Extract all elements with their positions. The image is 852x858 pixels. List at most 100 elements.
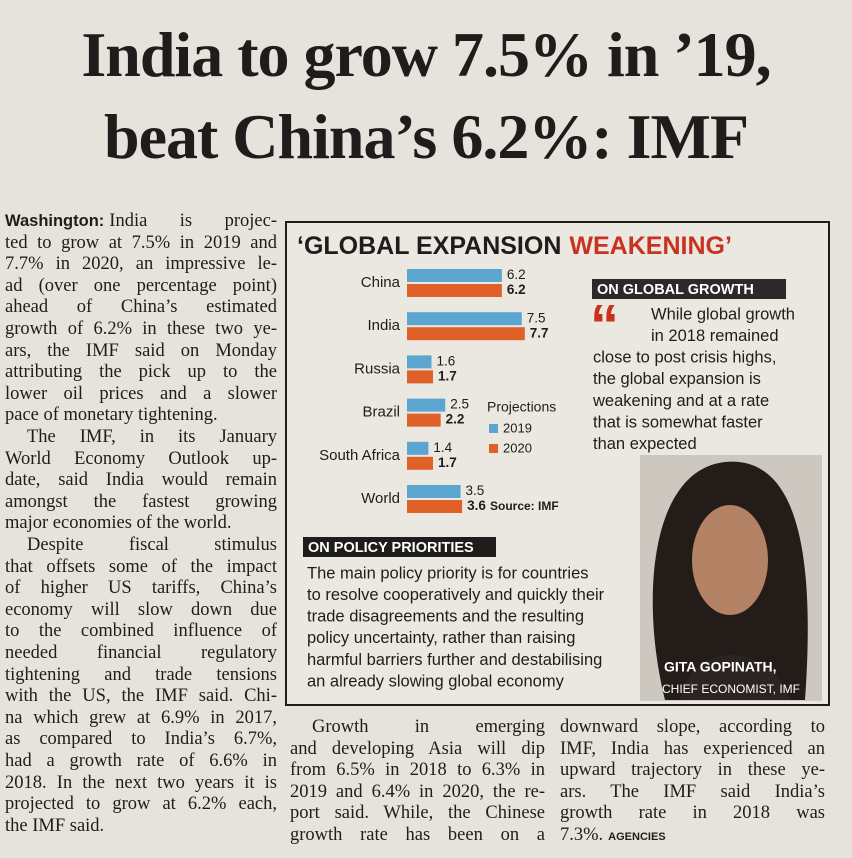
article-text: as compared to India’s 6.7%, bbox=[5, 729, 277, 750]
article-line: The IMF, in its January bbox=[27, 427, 277, 448]
quote-line: in 2018 remained bbox=[651, 327, 779, 345]
article-line: growth rate in 2018 was bbox=[560, 803, 825, 824]
article-text: upward trajectory in these ye- bbox=[560, 760, 825, 780]
article-line: 2018. In the next two years it is bbox=[5, 773, 277, 794]
article-line: 7.7% in 2020, an impressive le- bbox=[5, 254, 277, 275]
article-text: needed financial regulatory bbox=[5, 643, 277, 663]
headline: India to grow 7.5% in ’19, bbox=[81, 19, 771, 90]
article-line: had a growth rate of 6.6% in bbox=[5, 751, 277, 772]
bar bbox=[407, 398, 446, 412]
article-text: projected to grow at 6.2% each, bbox=[5, 794, 277, 815]
article-text: ted to grow at 7.5% in 2019 and bbox=[5, 232, 277, 253]
graphic-title: ‘GLOBAL EXPANSION WEAKENING’ bbox=[297, 232, 732, 260]
value-label: 7.5 bbox=[527, 310, 546, 325]
legend-label: 2019 bbox=[503, 420, 532, 435]
article-line: ad (over one percentage point) bbox=[5, 276, 277, 297]
category-label: China bbox=[361, 274, 401, 291]
bar bbox=[407, 370, 434, 384]
policy-line: policy uncertainty, rather than raising bbox=[307, 629, 575, 647]
article-text: with the US, the IMF said. Chi- bbox=[5, 686, 277, 707]
article-text: port said. While, the Chinese bbox=[290, 803, 545, 823]
headline: beat China’s 6.2%: IMF bbox=[103, 101, 749, 172]
article-text: pace of monetary tightening. bbox=[5, 405, 218, 426]
quote-heading-bg bbox=[592, 279, 786, 299]
article-line: na which grew at 6.9% in 2017, bbox=[5, 708, 277, 729]
value-label: 3.5 bbox=[466, 483, 485, 498]
article-text: The IMF, in its January bbox=[27, 427, 277, 447]
value-label: 6.2 bbox=[507, 282, 526, 297]
article-text: 7.7% in 2020, an impressive le- bbox=[5, 254, 277, 275]
article-text: economy will slow down due bbox=[5, 599, 277, 620]
value-label: 2.5 bbox=[450, 397, 469, 412]
article-text: Growth in emerging bbox=[312, 717, 545, 737]
bar bbox=[407, 456, 434, 470]
article-line: ars, the IMF said on Monday bbox=[5, 341, 277, 362]
article-line: from 6.5% in 2018 to 6.3% in bbox=[290, 760, 545, 781]
legend-title: Projections bbox=[487, 399, 556, 415]
article-text: growth rate in 2018 was bbox=[560, 803, 825, 823]
bar bbox=[407, 500, 463, 513]
article-text: lower oil prices and a slower bbox=[5, 383, 277, 404]
article-text: amongst the fastest growing bbox=[5, 491, 277, 512]
article-line: Despite fiscal stimulus bbox=[27, 535, 277, 556]
title-highlight: WEAKENING’ bbox=[569, 232, 732, 260]
article-line: to the combined influence of bbox=[5, 621, 277, 642]
article-line: 2019 and 6.4% in 2020, the re- bbox=[290, 782, 545, 803]
value-label: 1.7 bbox=[438, 368, 457, 383]
category-label: Brazil bbox=[362, 404, 400, 421]
article-line: major economies of the world. bbox=[5, 513, 277, 534]
article-text: the IMF said. bbox=[5, 815, 105, 836]
policy-line: The main policy priority is for countrie… bbox=[307, 564, 589, 582]
face bbox=[692, 505, 768, 615]
article-line: tightening and trade tensions bbox=[5, 665, 277, 686]
article-line: growth of 6.2% in these two ye- bbox=[5, 319, 277, 340]
article-line: ahead of China’s estimated bbox=[5, 297, 277, 318]
article-line: Washington: India is projec- bbox=[5, 211, 277, 232]
quote-heading: ON GLOBAL GROWTH bbox=[597, 282, 754, 298]
article-line: economy will slow down due bbox=[5, 600, 277, 621]
article-line: pace of monetary tightening. bbox=[5, 405, 277, 426]
quote-line: that is somewhat faster bbox=[593, 413, 763, 431]
article-text: that offsets some of the impact bbox=[5, 556, 277, 577]
article-text: na which grew at 6.9% in 2017, bbox=[5, 707, 277, 728]
category-label: South Africa bbox=[319, 447, 401, 464]
bar bbox=[407, 485, 461, 498]
article-line: port said. While, the Chinese bbox=[290, 803, 545, 824]
bar bbox=[407, 355, 432, 369]
value-label: 2.2 bbox=[446, 412, 465, 427]
article-line: Growth in emerging bbox=[312, 717, 545, 738]
article-line: as compared to India’s 6.7%, bbox=[5, 729, 277, 750]
article-text: date, said India would remain bbox=[5, 470, 277, 491]
article-text: downward slope, according to bbox=[560, 717, 825, 737]
article-text: had a growth rate of 6.6% in bbox=[5, 751, 277, 771]
article-line: ars. The IMF said India’s bbox=[560, 782, 825, 803]
source: Source: IMF bbox=[490, 499, 559, 513]
value-label: 1.4 bbox=[433, 440, 452, 455]
category-label: Russia bbox=[354, 360, 401, 377]
article-text: World Economy Outlook up- bbox=[5, 448, 277, 469]
legend-label: 2020 bbox=[503, 440, 532, 455]
article-line: projected to grow at 6.2% each, bbox=[5, 794, 277, 815]
value-label: 3.6 bbox=[467, 498, 486, 513]
policy-line: harmful barriers further and destabilisi… bbox=[307, 651, 602, 669]
value-label: 7.7 bbox=[530, 325, 549, 340]
bar bbox=[407, 284, 502, 297]
bar bbox=[407, 413, 441, 427]
article-line: 7.3%. AGENCIES bbox=[560, 825, 825, 848]
title-part: ‘GLOBAL EXPANSION bbox=[297, 232, 561, 260]
article-line: World Economy Outlook up- bbox=[5, 449, 277, 470]
article-text: growth rate has been on a bbox=[290, 824, 545, 845]
article-line: needed financial regulatory bbox=[5, 643, 277, 664]
category-label: India bbox=[367, 317, 400, 334]
article-line: and developing Asia will dip bbox=[290, 739, 545, 760]
value-label: 1.6 bbox=[436, 353, 455, 368]
article-text: tightening and trade tensions bbox=[5, 664, 277, 685]
article-text: ars. The IMF said India’s bbox=[560, 781, 825, 802]
quote-line: than expected bbox=[593, 435, 697, 453]
article-text: ars, the IMF said on Monday bbox=[5, 340, 277, 361]
article-text: attributing the pick up to the bbox=[5, 362, 277, 383]
photo-role: CHIEF ECONOMIST, IMF bbox=[662, 682, 800, 696]
category-label: World bbox=[361, 490, 400, 507]
article-text: 2019 and 6.4% in 2020, the re- bbox=[290, 781, 545, 802]
article-text: from 6.5% in 2018 to 6.3% in bbox=[290, 760, 545, 780]
